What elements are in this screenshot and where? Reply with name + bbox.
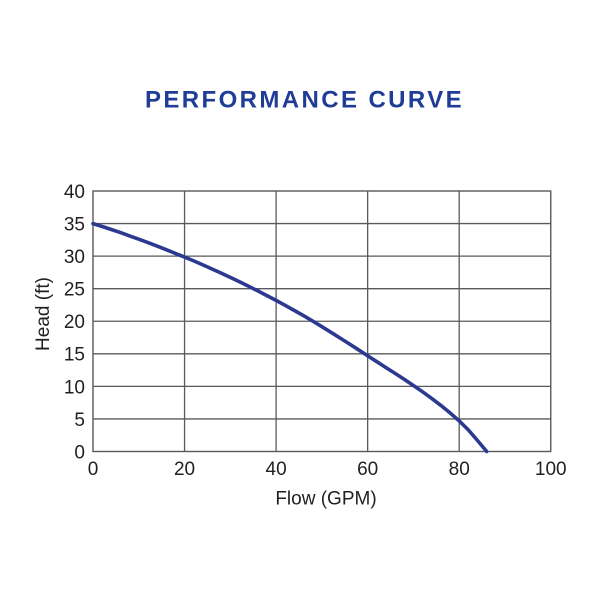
svg-text:Flow (GPM): Flow (GPM) (275, 488, 376, 509)
svg-text:40: 40 (64, 182, 85, 203)
svg-text:80: 80 (449, 459, 470, 480)
svg-text:30: 30 (64, 247, 85, 268)
svg-text:20: 20 (174, 459, 195, 480)
svg-text:35: 35 (64, 214, 85, 235)
svg-text:0: 0 (74, 442, 85, 463)
svg-text:PERFORMANCE CURVE: PERFORMANCE CURVE (145, 87, 464, 114)
svg-text:0: 0 (88, 459, 99, 480)
svg-text:5: 5 (74, 410, 85, 431)
svg-text:40: 40 (266, 459, 287, 480)
svg-text:60: 60 (357, 459, 378, 480)
svg-text:Head (ft): Head (ft) (33, 277, 54, 351)
svg-text:10: 10 (64, 377, 85, 398)
svg-text:15: 15 (64, 345, 85, 366)
svg-text:25: 25 (64, 280, 85, 301)
svg-text:20: 20 (64, 312, 85, 333)
svg-text:100: 100 (535, 459, 567, 480)
